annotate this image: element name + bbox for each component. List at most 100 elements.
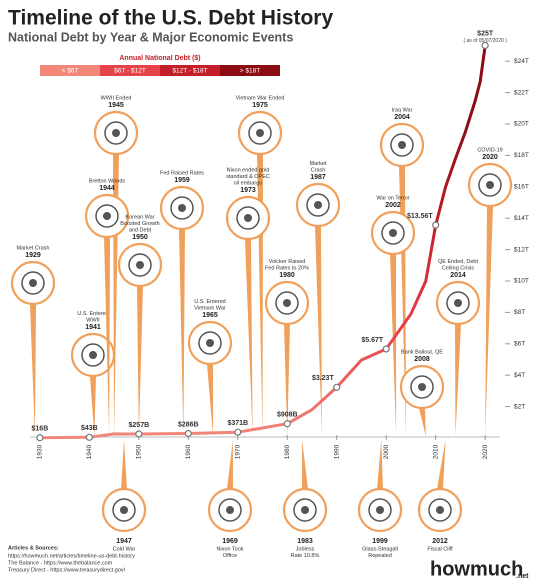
y-tick-label: $16T	[514, 184, 529, 191]
event-label: QE Ended, Debt	[438, 259, 479, 265]
event-label: Bretton Woods	[89, 178, 126, 184]
y-tick-label: $12T	[514, 246, 529, 253]
y-tick-label: $6T	[514, 341, 525, 348]
data-point	[283, 420, 291, 428]
debt-line	[39, 45, 487, 440]
event-stem	[419, 408, 426, 436]
event-year: 1947	[116, 538, 132, 545]
value-label: $16B	[32, 426, 49, 433]
x-tick-label: 1950	[136, 444, 143, 459]
legend-label: > $18T	[240, 68, 260, 75]
event-stem	[302, 440, 308, 489]
value-label: $25T	[477, 30, 494, 37]
x-tick-label: 1970	[235, 444, 242, 459]
legend-swatch	[100, 65, 160, 76]
event-stem	[137, 286, 143, 436]
event-icon	[418, 383, 426, 391]
y-tick-label: $24T	[514, 58, 529, 65]
event-stem	[315, 226, 322, 436]
event-icon	[226, 506, 234, 514]
event-year: 1999	[372, 538, 388, 545]
event-icon	[244, 214, 252, 222]
event-label: Vietnam War	[194, 305, 226, 311]
event-label: U.S. Entered	[77, 311, 109, 317]
x-tick-label: 1990	[333, 444, 340, 459]
event-year: 1973	[240, 187, 256, 194]
value-label: $43B	[81, 425, 98, 432]
event-icon	[236, 206, 260, 230]
chart-subtitle: National Debt by Year & Major Economic E…	[8, 30, 293, 44]
event-icon	[314, 201, 322, 209]
event-icon	[29, 279, 37, 287]
logo: howmuch	[430, 558, 523, 580]
event-year: 1965	[202, 312, 218, 319]
legend-swatch	[160, 65, 220, 76]
event-icon	[21, 271, 45, 295]
event-icon	[398, 141, 406, 149]
event-icon	[390, 133, 414, 157]
event-label: Repealed	[368, 553, 392, 559]
value-label: $13.56T	[407, 213, 433, 220]
event-year: 1941	[85, 324, 101, 331]
event-icon	[218, 498, 242, 522]
annotation: ( as of 05/07/2020 )	[463, 38, 507, 44]
x-tick-label: 1980	[284, 444, 291, 459]
event-label: COVID-19	[477, 147, 502, 153]
value-label: $908B	[277, 412, 298, 419]
legend-title: Annual National Debt ($)	[119, 55, 200, 62]
event-icon	[136, 261, 144, 269]
event-icon	[104, 121, 128, 145]
sources-title: Articles & Sources:	[8, 545, 59, 551]
event-label: Market	[310, 161, 327, 167]
event-stem	[227, 440, 233, 489]
event-label: Jobless	[296, 546, 315, 552]
event-stem	[485, 206, 493, 436]
event-label: Bank Bailout, QE	[401, 349, 443, 355]
event-icon	[256, 129, 264, 137]
event-icon	[198, 331, 222, 355]
value-label: $286B	[178, 421, 199, 428]
event-year: 1945	[108, 102, 124, 109]
event-label: Vietnam War Ended	[236, 95, 285, 101]
event-label: Volcker Raised	[269, 259, 306, 265]
event-icon	[436, 506, 444, 514]
event-label: Iraq War	[392, 107, 413, 113]
x-tick-label: 2010	[432, 444, 439, 459]
event-year: 1983	[297, 538, 313, 545]
event-stem	[437, 440, 446, 489]
event-icon	[293, 498, 317, 522]
event-label: Office	[223, 553, 237, 559]
event-icon	[376, 506, 384, 514]
event-icon	[112, 129, 120, 137]
event-year: 1959	[174, 177, 190, 184]
value-label: $257B	[129, 422, 150, 429]
event-year: 1944	[99, 185, 115, 192]
x-tick-label: 2020	[482, 444, 489, 459]
event-year: 1950	[132, 234, 148, 241]
event-icon	[478, 173, 502, 197]
event-icon	[486, 181, 494, 189]
event-label: Ceiling Crisis	[442, 265, 474, 271]
event-label: Glass-Steagall	[362, 546, 398, 552]
event-icon	[120, 506, 128, 514]
y-tick-label: $10T	[514, 278, 529, 285]
event-stem	[179, 229, 185, 436]
event-year: 1969	[222, 538, 238, 545]
source: https://howmuch.net/articles/timeline-us…	[8, 553, 135, 559]
event-year: 2004	[394, 114, 410, 121]
event-stem	[455, 324, 461, 436]
event-stem	[30, 304, 36, 436]
event-icon	[178, 204, 186, 212]
x-tick-label: 1940	[86, 444, 93, 459]
data-point	[481, 41, 489, 50]
